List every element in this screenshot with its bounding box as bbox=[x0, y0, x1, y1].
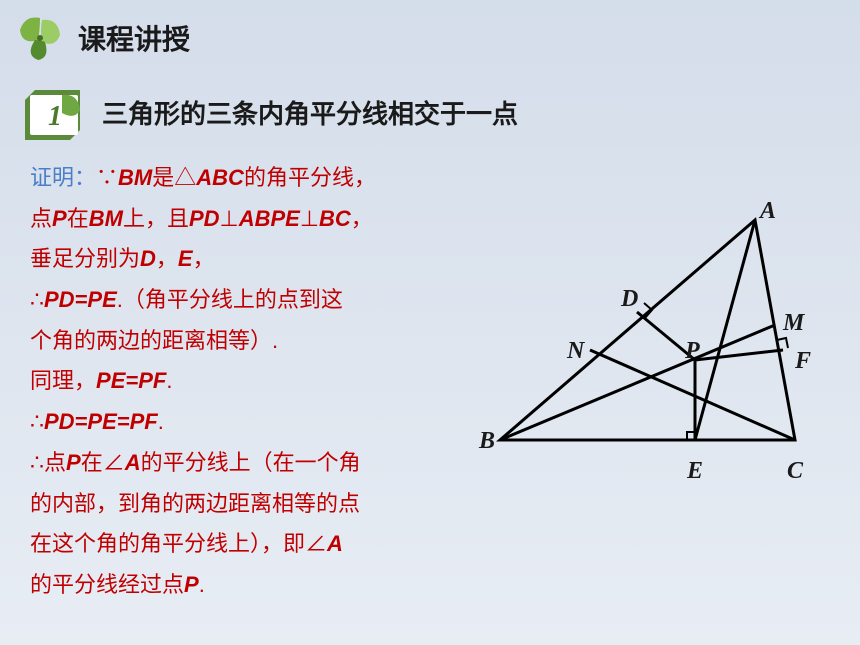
t: ∴ bbox=[30, 287, 44, 312]
t: ABPE bbox=[239, 206, 300, 231]
proof-label: 证明： bbox=[30, 165, 96, 190]
t: A bbox=[327, 531, 343, 556]
t: ， bbox=[351, 206, 373, 231]
t: 在 bbox=[67, 206, 89, 231]
page-header: 课程讲授 bbox=[0, 0, 860, 65]
t: 垂足分别为 bbox=[30, 246, 140, 271]
t: D bbox=[140, 246, 156, 271]
t: BM bbox=[118, 165, 152, 190]
t: 上，且 bbox=[123, 206, 189, 231]
header-title: 课程讲授 bbox=[78, 18, 190, 58]
t: BM bbox=[89, 206, 123, 231]
label-F: F bbox=[794, 348, 811, 374]
section-title: 三角形的三条内角平分线相交于一点 bbox=[102, 94, 518, 131]
label-N: N bbox=[566, 338, 586, 364]
label-M: M bbox=[782, 310, 806, 336]
t: 个角的两边的距离相等）. bbox=[30, 328, 278, 353]
t: 的平分线经过点 bbox=[30, 572, 184, 597]
triangle-diagram: A B C D E F M N P bbox=[475, 190, 835, 490]
t: ABC bbox=[196, 165, 244, 190]
section-number-icon: 1 bbox=[20, 85, 90, 140]
t: . bbox=[199, 572, 205, 597]
t: PE=PF bbox=[96, 368, 166, 393]
t: A bbox=[125, 450, 141, 475]
svg-text:1: 1 bbox=[48, 101, 62, 132]
t: 点 bbox=[30, 206, 52, 231]
t: ∴ bbox=[30, 409, 44, 434]
t: ， bbox=[193, 246, 215, 271]
t: . bbox=[166, 368, 172, 393]
label-C: C bbox=[787, 458, 804, 484]
t: 的平分线上（在一个角 bbox=[141, 450, 361, 475]
label-P: P bbox=[684, 338, 700, 364]
t: ∴点 bbox=[30, 450, 66, 475]
t: 在这个角的角平分线上），即∠ bbox=[30, 531, 327, 556]
t: .（角平分线上的点到这 bbox=[117, 287, 343, 312]
t: PD=PE=PF bbox=[44, 409, 158, 434]
t: ⊥ bbox=[300, 206, 319, 231]
t: PD bbox=[189, 206, 220, 231]
t: E bbox=[178, 246, 193, 271]
t: P bbox=[66, 450, 81, 475]
label-A: A bbox=[758, 198, 776, 224]
label-B: B bbox=[478, 428, 495, 454]
leaf-logo-icon bbox=[10, 10, 70, 65]
t: . bbox=[158, 409, 164, 434]
t: 是△ bbox=[152, 165, 196, 190]
t: ∵ bbox=[96, 165, 118, 190]
label-E: E bbox=[686, 458, 703, 484]
t: 同理， bbox=[30, 368, 96, 393]
t: 的内部，到角的两边距离相等的点 bbox=[30, 491, 360, 516]
t: PD=PE bbox=[44, 287, 117, 312]
t: ⊥ bbox=[220, 206, 239, 231]
t: P bbox=[52, 206, 67, 231]
t: 的角平分线， bbox=[244, 165, 376, 190]
proof-content: 证明：∵BM是△ABC的角平分线， 点P在BM上，且PD⊥ABPE⊥BC， 垂足… bbox=[0, 140, 480, 606]
label-D: D bbox=[620, 286, 638, 312]
t: ， bbox=[156, 246, 178, 271]
t: 在∠ bbox=[81, 450, 125, 475]
section-header: 1 三角形的三条内角平分线相交于一点 bbox=[0, 65, 860, 140]
t: P bbox=[184, 572, 199, 597]
t: BC bbox=[319, 206, 351, 231]
